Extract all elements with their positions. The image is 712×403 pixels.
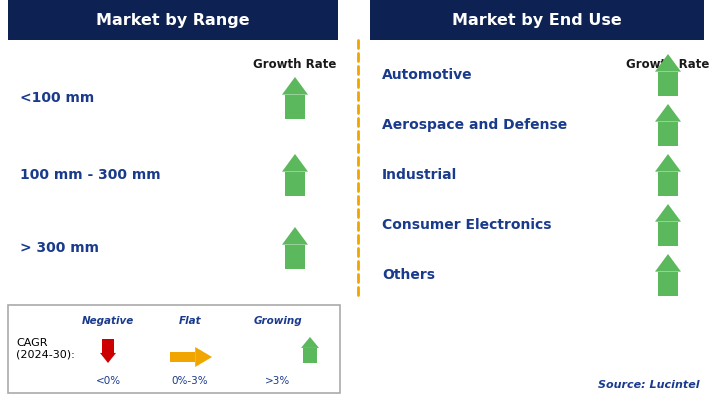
Polygon shape [655,154,681,172]
Text: Market by End Use: Market by End Use [452,12,622,27]
Text: > 300 mm: > 300 mm [20,241,99,255]
Polygon shape [285,245,305,269]
Polygon shape [658,122,678,146]
Text: Flat: Flat [179,316,201,326]
FancyBboxPatch shape [8,305,340,393]
Polygon shape [285,95,305,119]
Text: Automotive: Automotive [382,68,473,82]
Polygon shape [100,353,116,363]
Polygon shape [655,204,681,222]
Text: Growth Rate: Growth Rate [253,58,337,71]
Text: Source: Lucintel: Source: Lucintel [598,380,700,390]
Text: 100 mm - 300 mm: 100 mm - 300 mm [20,168,161,182]
Polygon shape [658,222,678,246]
Text: Industrial: Industrial [382,168,457,182]
FancyBboxPatch shape [8,0,338,40]
Text: Market by Range: Market by Range [96,12,250,27]
Text: 0%-3%: 0%-3% [172,376,209,386]
Text: Negative: Negative [82,316,134,326]
Text: CAGR
(2024-30):: CAGR (2024-30): [16,338,75,360]
Text: >3%: >3% [266,376,290,386]
Polygon shape [303,348,317,363]
Polygon shape [102,339,114,353]
Text: Growing: Growing [253,316,303,326]
Text: Others: Others [382,268,435,282]
Text: <100 mm: <100 mm [20,91,94,105]
Polygon shape [658,172,678,196]
Polygon shape [658,272,678,296]
Polygon shape [282,227,308,245]
Polygon shape [170,352,195,362]
Polygon shape [655,104,681,122]
Text: Consumer Electronics: Consumer Electronics [382,218,552,232]
Text: Growth Rate: Growth Rate [627,58,710,71]
FancyBboxPatch shape [370,0,704,40]
Polygon shape [282,154,308,172]
Polygon shape [658,72,678,96]
Polygon shape [195,347,212,367]
Polygon shape [301,337,319,348]
Polygon shape [285,172,305,196]
Polygon shape [655,54,681,72]
Polygon shape [655,254,681,272]
Text: <0%: <0% [95,376,120,386]
Polygon shape [282,77,308,95]
Text: Aerospace and Defense: Aerospace and Defense [382,118,567,132]
